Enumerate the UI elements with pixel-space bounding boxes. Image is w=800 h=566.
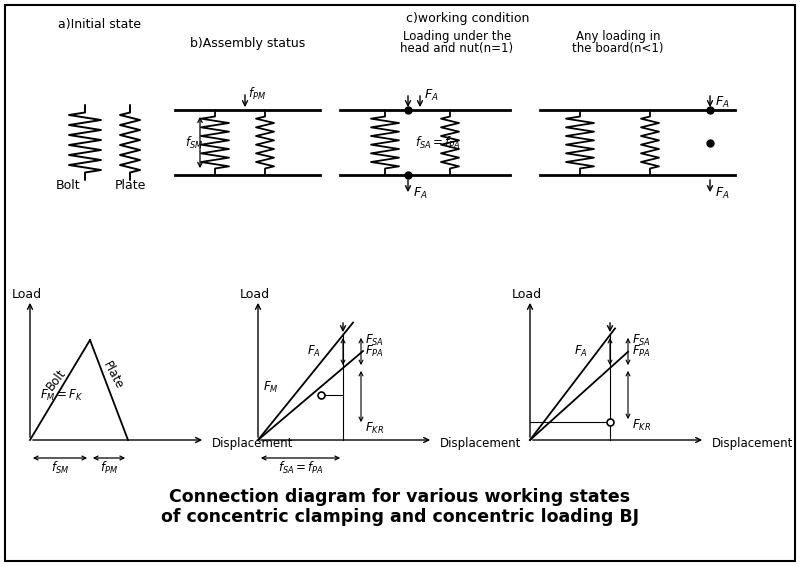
Text: Loading under the: Loading under the bbox=[403, 30, 511, 43]
Text: Displacement: Displacement bbox=[712, 438, 794, 451]
Text: Bolt: Bolt bbox=[56, 179, 80, 192]
Text: $F_{SA}$: $F_{SA}$ bbox=[365, 332, 384, 348]
Text: the board(n<1): the board(n<1) bbox=[572, 42, 664, 55]
Text: $F_{KR}$: $F_{KR}$ bbox=[632, 418, 651, 432]
Text: c)working condition: c)working condition bbox=[406, 12, 530, 25]
Text: of concentric clamping and concentric loading BJ: of concentric clamping and concentric lo… bbox=[161, 508, 639, 526]
Text: a)Initial state: a)Initial state bbox=[58, 18, 142, 31]
Text: $f_{SM}$: $f_{SM}$ bbox=[185, 135, 203, 151]
Text: Plate: Plate bbox=[100, 359, 126, 391]
Text: $F_M$: $F_M$ bbox=[263, 379, 278, 395]
Text: $F_A$: $F_A$ bbox=[413, 186, 427, 200]
Text: $f_{SM}$: $f_{SM}$ bbox=[51, 460, 69, 476]
Text: $F_A$: $F_A$ bbox=[424, 88, 438, 102]
Text: Plate: Plate bbox=[114, 179, 146, 192]
Text: b)Assembly status: b)Assembly status bbox=[190, 37, 306, 50]
Text: Load: Load bbox=[512, 289, 542, 302]
Text: $F_M=F_K$: $F_M=F_K$ bbox=[40, 388, 83, 402]
Text: Displacement: Displacement bbox=[212, 438, 294, 451]
Text: head and nut(n=1): head and nut(n=1) bbox=[401, 42, 514, 55]
Text: $f_{PM}$: $f_{PM}$ bbox=[100, 460, 118, 476]
Text: Load: Load bbox=[240, 289, 270, 302]
Text: $F_A$: $F_A$ bbox=[715, 95, 730, 110]
Text: Load: Load bbox=[12, 289, 42, 302]
Text: $F_A$: $F_A$ bbox=[574, 344, 588, 359]
Text: Any loading in: Any loading in bbox=[576, 30, 660, 43]
Text: $F_{PA}$: $F_{PA}$ bbox=[365, 344, 384, 359]
Text: $F_{PA}$: $F_{PA}$ bbox=[632, 344, 650, 359]
Text: $f_{PM}$: $f_{PM}$ bbox=[248, 86, 266, 102]
Text: $F_A$: $F_A$ bbox=[715, 186, 730, 200]
Text: $F_A$: $F_A$ bbox=[307, 344, 321, 359]
Text: Displacement: Displacement bbox=[440, 438, 522, 451]
Text: Connection diagram for various working states: Connection diagram for various working s… bbox=[170, 488, 630, 506]
Text: Bolt: Bolt bbox=[44, 367, 69, 393]
Text: $f_{SA}=f_{PA}$: $f_{SA}=f_{PA}$ bbox=[415, 135, 461, 151]
Text: $F_{SA}$: $F_{SA}$ bbox=[632, 332, 651, 348]
Text: $F_{KR}$: $F_{KR}$ bbox=[365, 421, 384, 436]
Text: $f_{SA}=f_{PA}$: $f_{SA}=f_{PA}$ bbox=[278, 460, 323, 476]
